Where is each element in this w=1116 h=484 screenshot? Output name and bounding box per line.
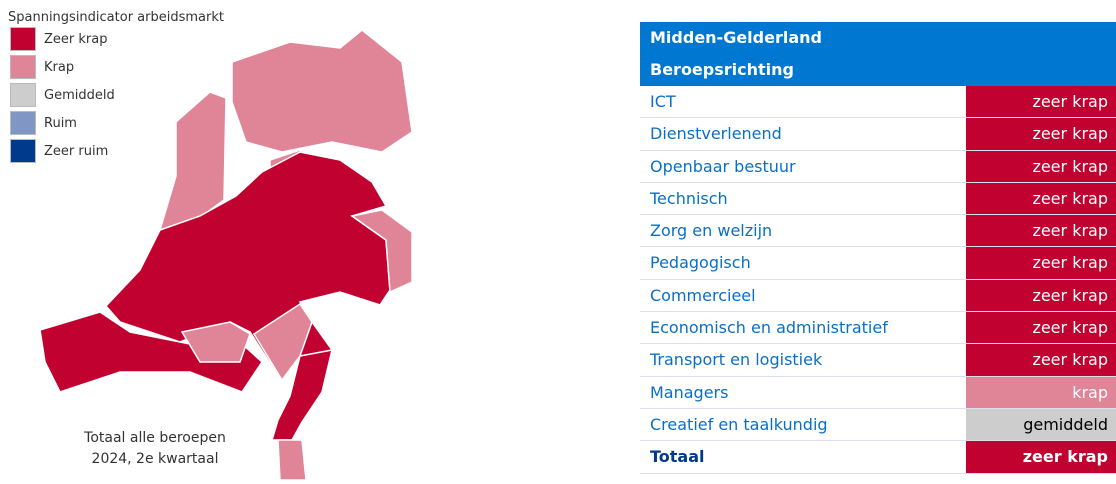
row-value: zeer krap — [966, 215, 1116, 247]
table-row: Managers krap — [640, 376, 1116, 409]
legend-item: Ruim — [8, 109, 224, 137]
legend-item: Krap — [8, 53, 224, 81]
legend-label: Zeer ruim — [44, 143, 109, 159]
table-row: Zorg en welzijn zeer krap — [640, 215, 1116, 248]
caption-line: 2024, 2e kwartaal — [91, 451, 219, 467]
table-row: Technisch zeer krap — [640, 182, 1116, 216]
table-row: Economisch en administratief zeer krap — [640, 312, 1116, 345]
row-label: Creatief en taalkundig — [650, 414, 828, 434]
row-value: zeer krap — [966, 344, 1116, 376]
caption-line: Totaal alle beroepen — [84, 430, 226, 446]
table-row: ICT zeer krap — [640, 86, 1116, 119]
row-value: zeer krap — [966, 247, 1116, 279]
row-value: zeer krap — [966, 182, 1116, 215]
row-value: zeer krap — [966, 118, 1116, 150]
row-label: Transport en logistiek — [650, 350, 823, 370]
table-row: Pedagogisch zeer krap — [640, 247, 1116, 280]
row-label: Commercieel — [650, 285, 756, 305]
table-row: Openbaar bestuur zeer krap — [640, 150, 1116, 183]
row-label: ICT — [650, 92, 676, 111]
table-row: Commercieel zeer krap — [640, 279, 1116, 313]
legend-swatch — [10, 139, 36, 163]
legend-title: Spanningsindicator arbeidsmarkt — [8, 10, 224, 25]
row-label: Pedagogisch — [650, 253, 751, 273]
row-value: zeer krap — [966, 441, 1116, 473]
row-label: Managers — [650, 382, 729, 402]
row-value: zeer krap — [966, 312, 1116, 344]
table: Midden-Gelderland Beroepsrichting ICT zeer … — [640, 22, 1116, 474]
legend-label: Ruim — [44, 115, 77, 131]
legend-swatch — [10, 55, 36, 79]
map — [39, 29, 413, 481]
legend: Spanningsindicator arbeidsmarkt Zeer kra… — [8, 10, 224, 165]
legend-label: Krap — [44, 59, 75, 75]
row-value: krap — [966, 376, 1116, 408]
row-value: zeer krap — [966, 150, 1116, 182]
legend-label: Gemiddeld — [44, 87, 115, 103]
legend-swatch — [10, 83, 36, 107]
legend-item: Gemiddeld — [8, 81, 224, 109]
table-row: Dienstverlenend zeer krap — [640, 118, 1116, 151]
table-row: Creatief en taalkundig gemiddeld — [640, 408, 1116, 442]
legend-item: Zeer krap — [8, 25, 224, 53]
row-label: Economisch en administratief — [650, 318, 888, 338]
legend-label: Zeer krap — [44, 31, 108, 47]
table-row: Totaal zeer krap — [640, 441, 1116, 474]
table-row: Transport en logistiek zeer krap — [640, 344, 1116, 377]
table-header: Beroepsrichting — [640, 54, 1116, 86]
legend-swatch — [10, 27, 36, 51]
row-label: Technisch — [650, 188, 728, 208]
row-label: Totaal — [650, 447, 705, 467]
row-value: zeer krap — [966, 279, 1116, 312]
map-caption: Totaal alle beroepen 2024, 2e kwartaal — [60, 428, 250, 470]
row-label: Openbaar bestuur — [650, 156, 796, 176]
row-value: zeer krap — [966, 86, 1116, 118]
legend-item: Zeer ruim — [8, 137, 224, 165]
table-header: Midden-Gelderland — [640, 22, 1116, 54]
legend-items: Zeer krap Krap Gemiddeld Ruim Zeer ruim — [8, 25, 224, 165]
row-value: gemiddeld — [966, 408, 1116, 441]
legend-swatch — [10, 111, 36, 135]
row-label: Zorg en welzijn — [650, 221, 773, 241]
row-label: Dienstverlenend — [650, 124, 782, 144]
